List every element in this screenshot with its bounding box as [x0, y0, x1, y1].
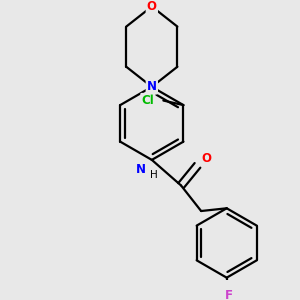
- Text: Cl: Cl: [142, 94, 154, 107]
- Text: H: H: [150, 170, 158, 180]
- Text: N: N: [135, 164, 146, 176]
- Text: F: F: [224, 290, 232, 300]
- Text: O: O: [147, 0, 157, 13]
- Text: N: N: [147, 80, 157, 93]
- Text: O: O: [202, 152, 212, 165]
